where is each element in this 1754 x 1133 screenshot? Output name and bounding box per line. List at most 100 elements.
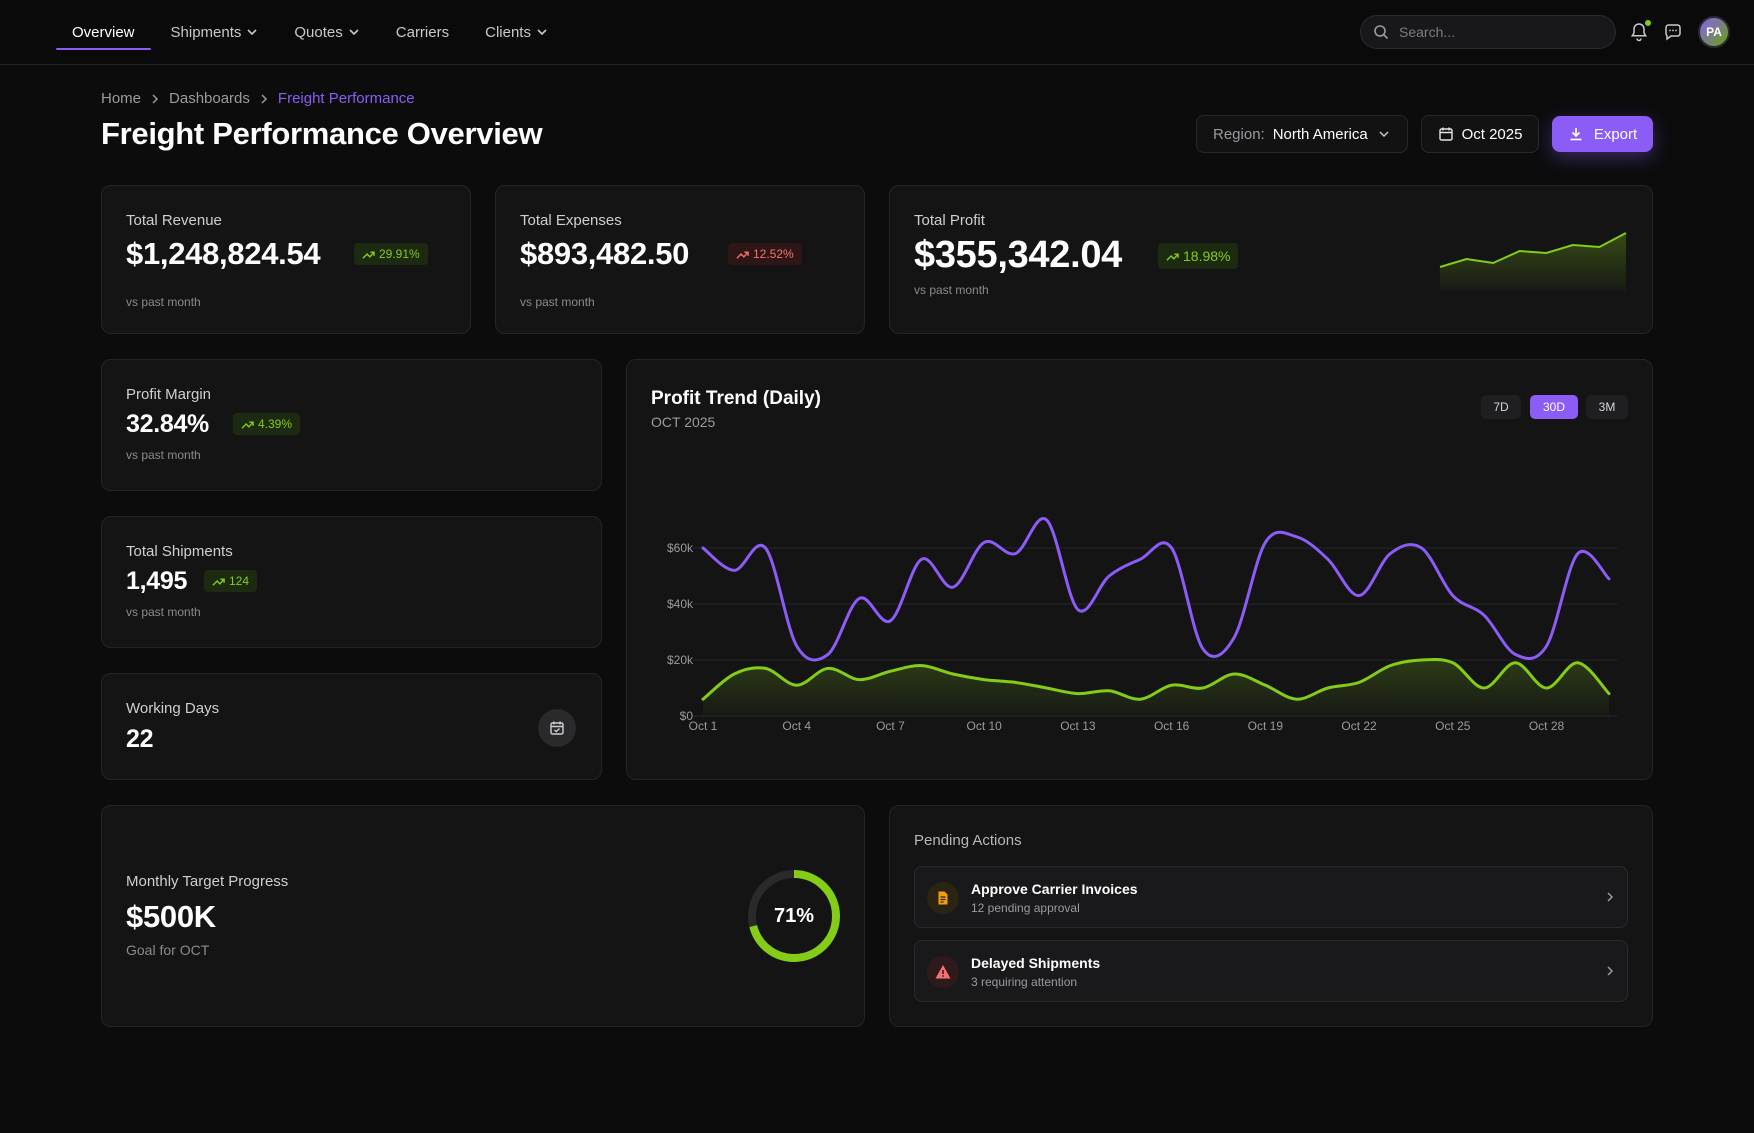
y-tick-label: $60k [667,541,694,555]
revenue-card: Total Revenue $1,248,824.54 29.91% vs pa… [101,185,471,334]
breadcrumb: Home Dashboards Freight Performance [101,90,415,107]
export-button[interactable]: Export [1552,116,1653,152]
trend-up-icon [241,420,254,429]
pending-title: Pending Actions [914,832,1022,849]
margin-value: 32.84% [126,410,209,438]
profit-value: $355,342.04 [914,234,1123,276]
series-area-profit [703,659,1609,716]
target-progress-ring [748,870,840,962]
margin-card: Profit Margin 32.84% 4.39% vs past month [101,359,602,491]
pending-item-delayed[interactable]: Delayed Shipments 3 requiring attention [914,940,1628,1002]
profit-trend-chart: $0 $20k $40k $60k Oct 1 Oct 4 Oct 7 Oct 10 Oct 1… [667,517,1617,733]
chat-icon[interactable] [1662,21,1684,43]
search-input[interactable] [1399,24,1599,40]
trend-subtitle: OCT 2025 [651,414,716,430]
invoice-icon-wrap [927,882,959,914]
revenue-value: $1,248,824.54 [126,236,321,271]
y-tick-label: $0 [680,709,694,723]
shipments-sub: vs past month [126,605,201,619]
expenses-card: Total Expenses $893,482.50 12.52% vs pas… [495,185,865,334]
expenses-delta: 12.52% [753,247,794,261]
region-select[interactable]: Region: North America [1196,115,1408,153]
range-7d-button[interactable]: 7D [1481,395,1521,419]
x-tick-label: Oct 4 [782,719,811,733]
top-navbar: Overview Shipments Quotes Carriers Clien… [0,0,1754,65]
nav-clients[interactable]: Clients [469,0,564,64]
margin-sub: vs past month [126,448,201,462]
pending-item-title: Delayed Shipments [971,955,1101,971]
profit-delta-badge: 18.98% [1158,243,1239,269]
search-box[interactable] [1360,15,1616,49]
nav-overview[interactable]: Overview [56,0,151,64]
shipments-label: Total Shipments [126,543,233,560]
export-label: Export [1593,125,1638,143]
revenue-sub: vs past month [126,295,201,309]
notification-dot [1644,19,1652,27]
date-picker-button[interactable]: Oct 2025 [1421,115,1539,153]
progress-ring-fill [748,870,840,962]
expenses-delta-badge: 12.52% [728,243,802,265]
main-nav: Overview Shipments Quotes Carriers Clien… [56,0,568,64]
chevron-down-icon [1379,131,1389,138]
chevron-right-icon [1607,966,1614,976]
x-tick-label: Oct 10 [966,719,1002,733]
series-line-profit [701,657,1611,701]
profit-card: Total Profit $355,342.04 18.98% vs past … [889,185,1653,334]
revenue-label: Total Revenue [126,212,222,229]
sparkline-line [1439,232,1627,268]
expenses-value: $893,482.50 [520,236,690,271]
shipments-value: 1,495 [126,567,188,595]
nav-carriers[interactable]: Carriers [395,23,450,41]
avatar[interactable]: PA [1698,16,1730,48]
breadcrumb-dashboards[interactable]: Dashboards [169,90,250,107]
working-days-label: Working Days [126,700,220,717]
trend-up-icon [212,577,225,586]
region-value: North America [1272,125,1368,143]
series-line-revenue [701,517,1611,662]
trend-up-icon [362,250,375,259]
calendar-icon [1438,127,1453,141]
pending-item-invoices[interactable]: Approve Carrier Invoices 12 pending appr… [914,866,1628,928]
x-tick-label: Oct 25 [1435,719,1471,733]
y-tick-label: $40k [667,597,694,611]
chevron-down-icon [247,29,257,36]
download-icon [1570,128,1582,141]
page-title: Freight Performance Overview [101,116,543,151]
expenses-sub: vs past month [520,295,595,309]
warning-icon-wrap [927,956,959,988]
pending-item-sub: 3 requiring attention [971,975,1078,989]
trend-title: Profit Trend (Daily) [651,388,821,409]
invoice-icon [938,891,948,905]
trend-up-icon [736,250,749,259]
revenue-delta-badge: 29.91% [354,243,428,265]
chevron-right-icon [261,93,267,104]
expenses-label: Total Expenses [520,212,622,229]
chevron-down-icon [349,29,359,36]
bell-icon[interactable] [1628,21,1650,43]
breadcrumb-home[interactable]: Home [101,90,142,107]
target-sub: Goal for OCT [126,942,210,958]
nav-shipments[interactable]: Shipments [155,0,275,64]
x-tick-label: Oct 22 [1341,719,1377,733]
target-percent: 71% [773,904,815,927]
trend-up-icon [1166,252,1179,261]
x-tick-label: Oct 1 [689,719,718,733]
shipments-delta-badge: 124 [204,570,258,592]
margin-label: Profit Margin [126,386,212,403]
profit-sub: vs past month [914,283,989,297]
calendar-check-icon [550,721,564,735]
target-card: Monthly Target Progress $500K Goal for O… [101,805,865,1027]
margin-delta-badge: 4.39% [233,413,301,435]
shipments-delta: 124 [229,574,250,588]
range-3m-button[interactable]: 3M [1586,395,1628,419]
sparkline-area [1440,233,1626,291]
x-tick-label: Oct 28 [1529,719,1565,733]
nav-quotes[interactable]: Quotes [278,0,375,64]
pending-item-title: Approve Carrier Invoices [971,881,1138,897]
warning-icon [935,965,951,979]
region-label: Region: [1213,125,1265,143]
search-icon [1374,25,1389,40]
pending-item-sub: 12 pending approval [971,901,1080,915]
range-30d-button[interactable]: 30D [1530,395,1578,419]
profit-sparkline [1439,232,1627,291]
